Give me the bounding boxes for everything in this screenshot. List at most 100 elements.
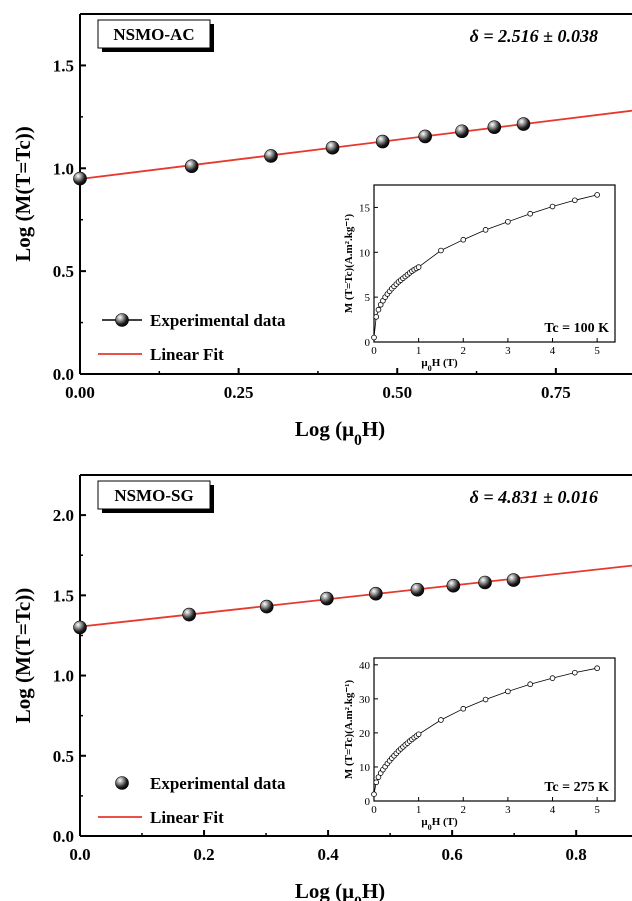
chart-2: 0.0 0.2 0.4 0.6 0.8 0.0 0.5 1.0 1.5 2.0 Log (μ0H) L… <box>11 474 632 901</box>
legend-label-experimental: Experimental data <box>150 774 286 793</box>
inset-data-point <box>572 197 578 204</box>
y-tick-label: 1.5 <box>53 56 74 75</box>
data-point <box>418 129 432 144</box>
inset-data-point <box>415 731 422 738</box>
x-tick-label: 0.0 <box>69 845 90 864</box>
y-tick-label: 0.0 <box>53 365 74 384</box>
inset-y-tick-label: 5 <box>365 292 371 304</box>
inset-data-point <box>505 688 511 695</box>
delta-annotation: δ = 2.516 ± 0.038 <box>470 26 598 46</box>
data-point <box>264 149 278 163</box>
x-tick-label: 0.75 <box>541 383 571 402</box>
x-tick-label: 0.2 <box>193 845 214 864</box>
data-point <box>73 620 87 635</box>
inset-data-point <box>371 791 377 797</box>
inset-y-tick-label: 40 <box>359 660 371 672</box>
data-point <box>184 159 199 174</box>
title-box <box>97 19 211 49</box>
title-box <box>97 480 211 510</box>
inset-data-point <box>527 210 534 217</box>
data-point <box>259 599 274 614</box>
inset-x-tick-label: 2 <box>461 345 467 357</box>
inset-y-tick-label: 10 <box>359 762 371 774</box>
inset-x-tick-label: 1 <box>416 345 422 357</box>
inset-x-tick-label: 0 <box>371 804 377 816</box>
inset-chart-1: 0 1 2 3 4 5 0 5 10 15 μ0H (T) M (T=Tc)(A.m².kg⁻¹) Tc… <box>343 184 616 373</box>
x-tick-label: 0.25 <box>224 383 254 402</box>
x-tick-label: 0.00 <box>65 383 95 402</box>
y-tick-label: 0.0 <box>53 827 74 846</box>
inset-y-tick-label: 15 <box>359 202 371 214</box>
legend-label-fit: Linear Fit <box>150 345 224 364</box>
inset-data-point <box>482 696 489 703</box>
inset-x-tick-label: 4 <box>550 345 556 357</box>
inset-y-axis-label: M (T=Tc)(A.m².kg⁻¹) <box>343 214 355 314</box>
inset-data-point <box>527 681 534 688</box>
linear-fit-line <box>79 109 632 180</box>
x-axis-label: Log (μ0H) <box>295 879 385 901</box>
inset-y-tick-label: 30 <box>359 694 371 706</box>
inset-x-tick-label: 3 <box>505 345 511 357</box>
inset-x-tick-label: 5 <box>594 345 600 357</box>
inset-y-axis-label: M (T=Tc)(A.m².kg⁻¹) <box>343 680 355 780</box>
inset-x-axis-label: μ0H (T) <box>421 816 458 832</box>
delta-annotation: δ = 4.831 ± 0.016 <box>470 487 598 507</box>
inset-x-axis-label: μ0H (T) <box>421 357 458 373</box>
y-tick-label: 1.5 <box>53 586 74 605</box>
chart-title: NSMO-AC <box>113 25 194 44</box>
x-axis-label: Log (μ0H) <box>295 417 385 449</box>
data-point <box>516 117 531 131</box>
inset-frame <box>373 184 616 343</box>
inset-data-point <box>371 334 377 341</box>
inset-data-point <box>460 705 467 712</box>
inset-x-tick-label: 2 <box>461 804 467 816</box>
inset-data-point <box>572 669 578 676</box>
inset-data-point <box>505 218 511 225</box>
legend-label-experimental: Experimental data <box>150 311 286 330</box>
inset-data-point <box>594 192 600 198</box>
inset-data-point <box>549 675 556 681</box>
data-point <box>446 578 461 593</box>
x-tick-label: 0.4 <box>317 845 339 864</box>
y-tick-label: 1.0 <box>53 667 74 686</box>
inset-chart-2: 0 1 2 3 4 5 0 10 20 30 40 μ0H (T) M (T=Tc)(A.m².kg⁻¹… <box>343 657 616 832</box>
chart-title: NSMO-SG <box>114 486 193 505</box>
inset-data-point <box>438 247 444 254</box>
data-point <box>375 134 390 149</box>
data-point <box>320 591 334 606</box>
inset-x-tick-label: 3 <box>505 804 511 816</box>
inset-data-point <box>375 306 382 313</box>
data-point <box>182 607 196 622</box>
data-point <box>506 573 521 587</box>
linear-fit-line <box>79 564 632 628</box>
inset-y-tick-label: 20 <box>359 728 371 740</box>
data-point <box>487 120 502 134</box>
inset-y-tick-label: 10 <box>359 247 371 259</box>
data-point <box>455 124 469 139</box>
x-tick-label: 0.50 <box>382 383 412 402</box>
inset-y-tick-label: 0 <box>365 337 371 349</box>
legend-marker-point <box>115 776 129 790</box>
y-axis-label: Log (M(T=Tc)) <box>11 126 35 261</box>
inset-tc-note: Tc = 275 K <box>544 780 609 795</box>
inset-y-tick-label: 0 <box>365 796 371 808</box>
y-tick-label: 1.0 <box>53 159 74 178</box>
data-point <box>369 586 383 601</box>
y-tick-label: 0.5 <box>53 747 74 766</box>
inset-data-point <box>549 203 556 210</box>
data-point <box>73 171 87 186</box>
legend-label-fit: Linear Fit <box>150 808 224 827</box>
inset-data-point <box>373 779 380 786</box>
inset-tc-note: Tc = 100 K <box>544 321 609 336</box>
inset-data-point <box>482 227 489 233</box>
inset-data-point <box>460 236 467 243</box>
chart-1: 0.00 0.25 0.50 0.75 0.0 0.5 1.0 1.5 Log (μ0H) Log… <box>11 13 632 449</box>
x-tick-label: 0.8 <box>566 845 587 864</box>
inset-data-point <box>594 665 600 672</box>
legend-marker-point <box>115 313 129 327</box>
y-tick-label: 2.0 <box>53 506 74 525</box>
inset-data-point <box>415 264 422 270</box>
inset-data-point <box>373 314 380 320</box>
y-axis-label: Log (M(T=Tc)) <box>11 588 35 723</box>
